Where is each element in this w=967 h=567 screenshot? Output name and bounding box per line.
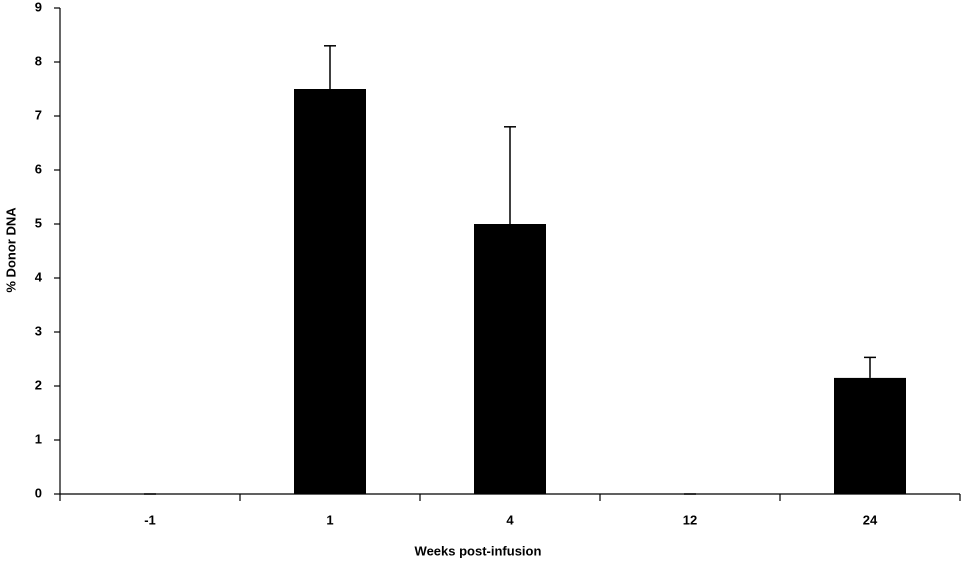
y-tick-label: 5 xyxy=(35,215,42,230)
y-tick-label: 9 xyxy=(35,0,42,14)
y-tick-label: 1 xyxy=(35,431,42,446)
y-tick-label: 0 xyxy=(35,485,42,500)
x-tick-label: -1 xyxy=(144,512,156,527)
bar xyxy=(294,89,366,494)
y-axis-label: % Donor DNA xyxy=(3,207,18,293)
y-tick-label: 7 xyxy=(35,107,42,122)
y-tick-label: 4 xyxy=(35,269,43,284)
x-tick-label: 4 xyxy=(506,512,514,527)
bar xyxy=(474,224,546,494)
x-axis-label: Weeks post-infusion xyxy=(415,543,542,558)
x-tick-label: 1 xyxy=(326,512,333,527)
x-tick-label: 24 xyxy=(863,512,878,527)
y-tick-label: 8 xyxy=(35,53,42,68)
bar xyxy=(834,377,906,494)
y-tick-label: 3 xyxy=(35,323,42,338)
y-tick-label: 6 xyxy=(35,161,42,176)
x-tick-label: 12 xyxy=(683,512,697,527)
y-tick-label: 2 xyxy=(35,377,42,392)
